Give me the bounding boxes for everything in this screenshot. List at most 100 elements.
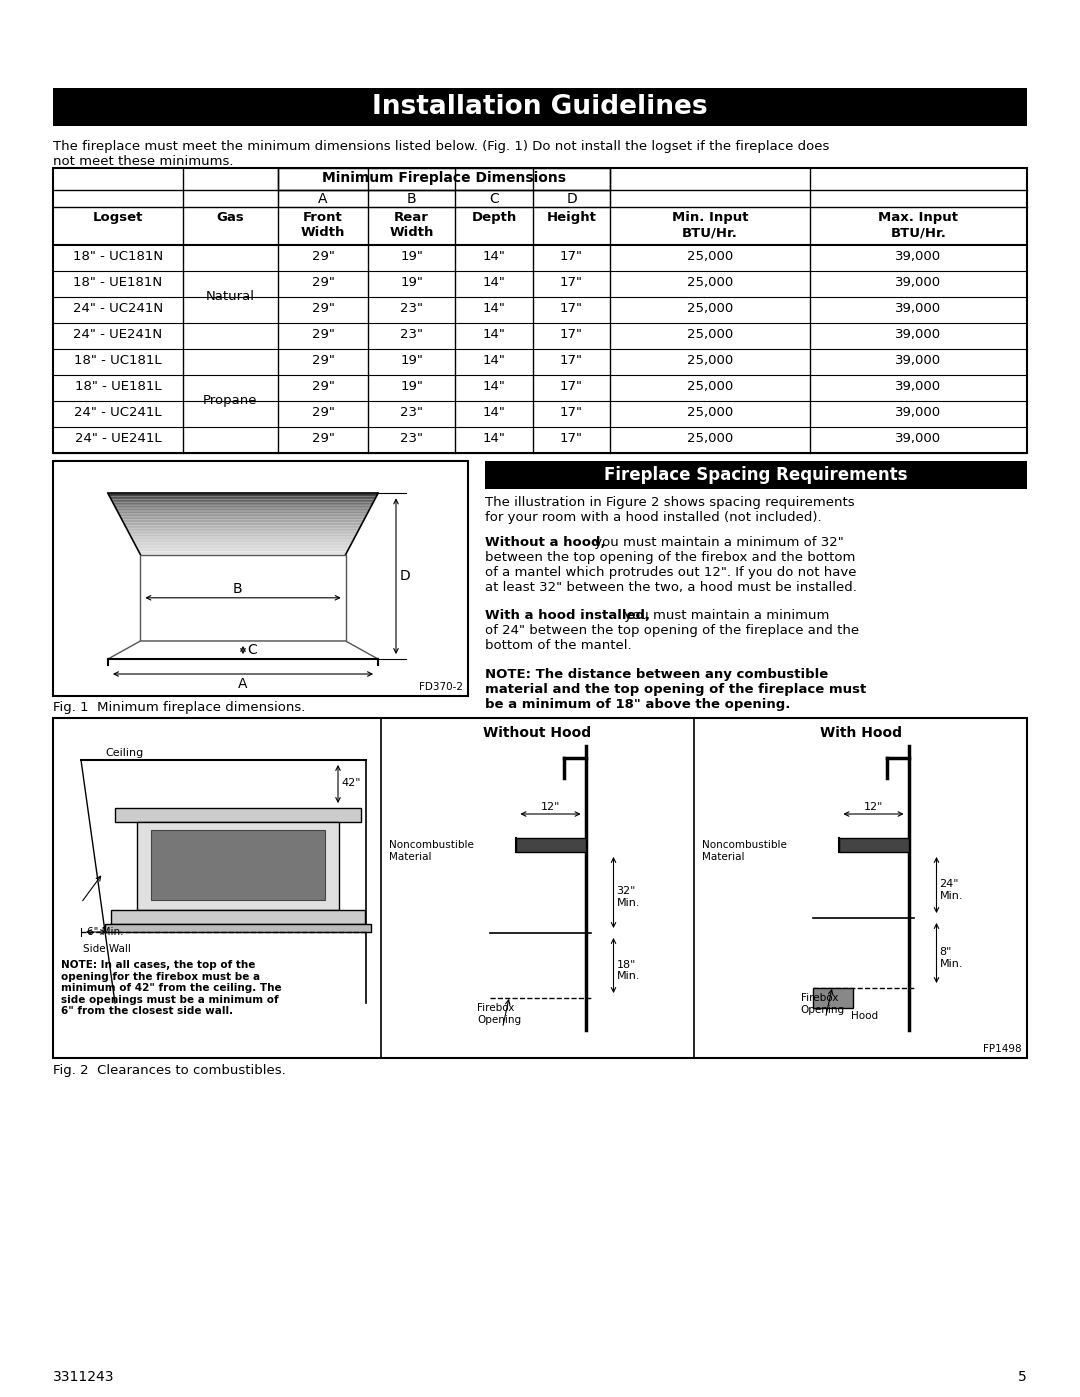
Polygon shape <box>118 511 368 513</box>
Polygon shape <box>114 506 372 507</box>
Text: 25,000: 25,000 <box>687 302 733 314</box>
Polygon shape <box>133 541 353 542</box>
Bar <box>111 909 365 923</box>
Text: Natural: Natural <box>206 291 255 303</box>
Polygon shape <box>108 493 378 495</box>
Text: A: A <box>239 678 247 692</box>
Text: Side Wall: Side Wall <box>83 944 131 954</box>
Text: 6" Min.: 6" Min. <box>87 928 123 937</box>
Text: of 24" between the top opening of the fireplace and the
bottom of the mantel.: of 24" between the top opening of the fi… <box>485 624 859 652</box>
Polygon shape <box>117 509 369 510</box>
Text: 14": 14" <box>483 353 505 367</box>
Text: 14": 14" <box>483 328 505 341</box>
Polygon shape <box>113 503 374 504</box>
Bar <box>53 718 1027 1058</box>
Polygon shape <box>134 542 352 543</box>
Polygon shape <box>113 504 373 506</box>
Polygon shape <box>130 535 356 536</box>
Text: 29": 29" <box>311 407 335 419</box>
Text: Fireplace Spacing Requirements: Fireplace Spacing Requirements <box>604 467 908 483</box>
Polygon shape <box>139 553 347 555</box>
Text: 17": 17" <box>561 250 583 263</box>
Text: Ceiling: Ceiling <box>105 747 144 759</box>
Text: 39,000: 39,000 <box>895 407 942 419</box>
Polygon shape <box>132 538 354 539</box>
Polygon shape <box>135 543 351 545</box>
Text: 17": 17" <box>561 328 583 341</box>
Polygon shape <box>117 510 369 511</box>
Text: 25,000: 25,000 <box>687 380 733 393</box>
Polygon shape <box>116 507 370 509</box>
Text: 23": 23" <box>400 407 423 419</box>
Text: 12": 12" <box>864 802 883 812</box>
Text: 29": 29" <box>311 250 335 263</box>
Bar <box>53 461 468 696</box>
Bar <box>105 923 372 932</box>
Polygon shape <box>126 528 360 529</box>
Polygon shape <box>129 532 357 534</box>
Text: Min. Input
BTU/Hr.: Min. Input BTU/Hr. <box>672 211 748 239</box>
Text: 29": 29" <box>311 353 335 367</box>
Text: 25,000: 25,000 <box>687 407 733 419</box>
Text: Logset: Logset <box>93 211 144 224</box>
Text: Firebox
Opening: Firebox Opening <box>800 993 845 1014</box>
Text: 14": 14" <box>483 302 505 314</box>
Text: 32"
Min.: 32" Min. <box>617 887 640 908</box>
Text: 12": 12" <box>541 802 561 812</box>
Text: between the top opening of the firebox and the bottom
of a mantel which protrude: between the top opening of the firebox a… <box>485 550 856 594</box>
Polygon shape <box>110 497 376 500</box>
Text: Without a hood,: Without a hood, <box>485 536 606 549</box>
Text: Height: Height <box>546 211 596 224</box>
Text: With a hood installed,: With a hood installed, <box>485 609 650 622</box>
Text: 17": 17" <box>561 353 583 367</box>
Text: 23": 23" <box>400 432 423 446</box>
Bar <box>137 821 339 909</box>
Text: 25,000: 25,000 <box>687 328 733 341</box>
Polygon shape <box>120 517 366 518</box>
Polygon shape <box>130 534 356 535</box>
Text: Firebox
Opening: Firebox Opening <box>477 1003 522 1024</box>
Text: 39,000: 39,000 <box>895 432 942 446</box>
Text: Front
Width: Front Width <box>301 211 346 239</box>
Text: 29": 29" <box>311 380 335 393</box>
Text: 14": 14" <box>483 407 505 419</box>
Polygon shape <box>109 495 377 496</box>
Text: 19": 19" <box>400 277 423 289</box>
Text: NOTE: The distance between any combustible
material and the top opening of the f: NOTE: The distance between any combustib… <box>485 668 866 711</box>
Text: Fig. 2  Clearances to combustibles.: Fig. 2 Clearances to combustibles. <box>53 1065 286 1077</box>
Text: 19": 19" <box>400 250 423 263</box>
Text: 25,000: 25,000 <box>687 250 733 263</box>
Polygon shape <box>108 641 378 659</box>
Text: B: B <box>407 191 416 205</box>
Text: D: D <box>566 191 577 205</box>
Polygon shape <box>125 525 361 527</box>
Text: 14": 14" <box>483 250 505 263</box>
Text: Installation Guidelines: Installation Guidelines <box>373 94 707 120</box>
Text: Max. Input
BTU/Hr.: Max. Input BTU/Hr. <box>878 211 959 239</box>
Text: 39,000: 39,000 <box>895 380 942 393</box>
Text: 23": 23" <box>400 328 423 341</box>
Text: Minimum Fireplace Dimensions: Minimum Fireplace Dimensions <box>322 170 566 184</box>
Text: you must maintain a minimum of 32": you must maintain a minimum of 32" <box>590 536 843 549</box>
Bar <box>838 838 908 852</box>
Polygon shape <box>123 522 363 524</box>
Text: Noncombustible
Material: Noncombustible Material <box>389 840 474 862</box>
Text: 29": 29" <box>311 328 335 341</box>
Text: 14": 14" <box>483 380 505 393</box>
Text: 18" - UE181N: 18" - UE181N <box>73 277 163 289</box>
Text: 5: 5 <box>1018 1370 1027 1384</box>
Text: 24" - UC241N: 24" - UC241N <box>73 302 163 314</box>
Text: 17": 17" <box>561 432 583 446</box>
Text: 24" - UE241L: 24" - UE241L <box>75 432 161 446</box>
Text: Hood: Hood <box>851 1011 878 1021</box>
Polygon shape <box>138 552 348 553</box>
Polygon shape <box>136 548 350 549</box>
Text: 19": 19" <box>400 353 423 367</box>
Text: 42": 42" <box>341 778 361 788</box>
Text: 25,000: 25,000 <box>687 277 733 289</box>
Text: 23": 23" <box>400 302 423 314</box>
Text: Depth: Depth <box>471 211 516 224</box>
Bar <box>114 807 361 821</box>
Text: 18"
Min.: 18" Min. <box>617 960 640 981</box>
Text: you must maintain a minimum: you must maintain a minimum <box>620 609 829 622</box>
